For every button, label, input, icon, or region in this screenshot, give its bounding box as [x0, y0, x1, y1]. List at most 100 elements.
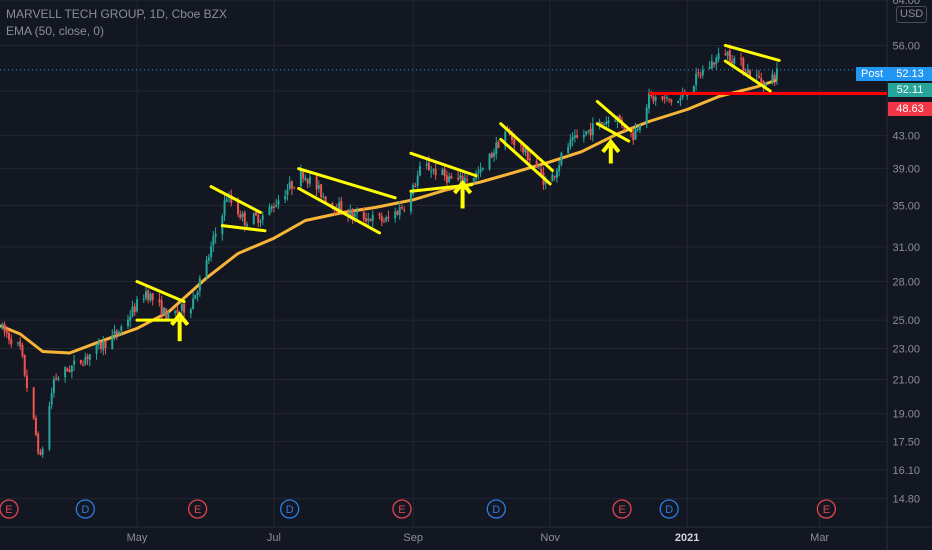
candle-body	[434, 168, 437, 176]
candle-body	[365, 218, 368, 222]
last-price-tag: 52.11	[888, 83, 932, 97]
candle-body	[3, 323, 6, 332]
candle-body	[37, 433, 40, 453]
x-tick-label: Sep	[403, 532, 423, 544]
post-label-tag: Post	[856, 67, 888, 81]
candle-body	[351, 209, 354, 218]
x-tick-label: Jul	[267, 532, 281, 544]
chart-legend: MARVELL TECH GROUP, 1D, Cboe BZX EMA (50…	[6, 6, 227, 40]
candle-body	[459, 175, 462, 179]
candle-body	[540, 168, 543, 174]
currency-badge[interactable]: USD	[896, 6, 928, 23]
candle-body	[207, 257, 210, 261]
candle-body	[10, 339, 13, 345]
candle-body	[773, 75, 776, 80]
candle-body	[378, 213, 381, 216]
candle-body	[68, 369, 71, 372]
flag-trendline	[409, 151, 478, 178]
time-axis: May Jul Sep Nov 2021 Mar	[127, 532, 830, 544]
y-tick-label: 25.00	[892, 315, 920, 327]
candle-body	[324, 196, 327, 203]
candle-body	[308, 176, 311, 184]
candle-body	[394, 211, 397, 219]
flag-trendline	[499, 122, 554, 172]
candle-body	[115, 330, 118, 335]
candle-body	[764, 82, 767, 87]
candle-body	[39, 452, 42, 455]
candle-body	[677, 101, 680, 104]
flag-trendline	[723, 43, 781, 62]
flag-trendline	[595, 122, 631, 143]
candle-body	[571, 136, 574, 141]
dividend-event-marker	[280, 499, 300, 519]
candle-body	[398, 207, 401, 216]
y-tick-label: 23.00	[892, 344, 920, 356]
candle-body	[52, 379, 55, 393]
post-price-tag: 52.13	[888, 67, 932, 81]
candle-body	[430, 171, 433, 173]
candle-body	[728, 50, 731, 62]
event-marker-label: D	[286, 504, 294, 516]
candle-body	[510, 135, 513, 140]
candle-body	[466, 179, 469, 181]
candle-body	[210, 246, 213, 258]
candle-body	[603, 124, 606, 126]
candle-body	[450, 175, 453, 179]
candle-body	[710, 61, 713, 69]
earnings-event-marker	[187, 499, 208, 519]
candle-body	[755, 74, 758, 76]
candle-body	[356, 212, 359, 214]
candle-body	[66, 368, 69, 372]
candle-body	[290, 181, 293, 189]
candle-body	[686, 95, 689, 97]
candle-body	[299, 170, 302, 187]
candle-body	[165, 308, 168, 320]
candle-body	[713, 62, 716, 65]
candle-body	[731, 60, 734, 63]
candle-body	[371, 214, 374, 222]
candle-body	[302, 171, 305, 179]
candle-body	[432, 169, 435, 171]
arrow-up-icon	[170, 311, 190, 326]
candle-body	[414, 185, 417, 187]
candle-body	[131, 306, 134, 317]
candle-body	[320, 184, 323, 198]
candle-body	[535, 160, 538, 168]
candle-body	[463, 177, 466, 185]
y-tick-label: 39.00	[892, 164, 920, 176]
candle-body	[100, 342, 103, 349]
candle-body	[41, 448, 44, 455]
candle-body	[443, 168, 446, 176]
candle-body	[288, 181, 291, 190]
candle-body	[198, 277, 201, 291]
candle-body	[553, 175, 556, 177]
candle-body	[315, 176, 318, 190]
candle-body	[409, 193, 412, 212]
candle-body	[582, 134, 585, 138]
candle-body	[412, 184, 415, 195]
candle-body	[544, 180, 547, 184]
dividend-event-marker	[486, 499, 506, 519]
event-marker-label: E	[823, 504, 830, 516]
candle-body	[237, 201, 240, 215]
candle-body	[441, 169, 444, 175]
candle-body	[522, 146, 525, 153]
candle-body	[246, 224, 249, 227]
candle-body	[82, 364, 85, 366]
candle-body	[73, 360, 76, 365]
candle-body	[214, 233, 217, 237]
candle-body	[192, 298, 195, 310]
candle-body	[427, 162, 430, 171]
candle-body	[180, 303, 183, 311]
candle-body	[495, 142, 498, 155]
price-axis: 64.0056.0049.0043.0039.0035.0031.0028.00…	[892, 0, 920, 506]
candle-body	[416, 175, 419, 186]
y-tick-label: 56.00	[892, 40, 920, 52]
y-tick-label: 21.00	[892, 375, 920, 387]
symbol-title: MARVELL TECH GROUP, 1D, Cboe BZX	[6, 7, 227, 21]
candle-body	[32, 387, 35, 419]
y-tick-label: 14.80	[892, 494, 920, 506]
x-tick-label: May	[127, 532, 148, 544]
